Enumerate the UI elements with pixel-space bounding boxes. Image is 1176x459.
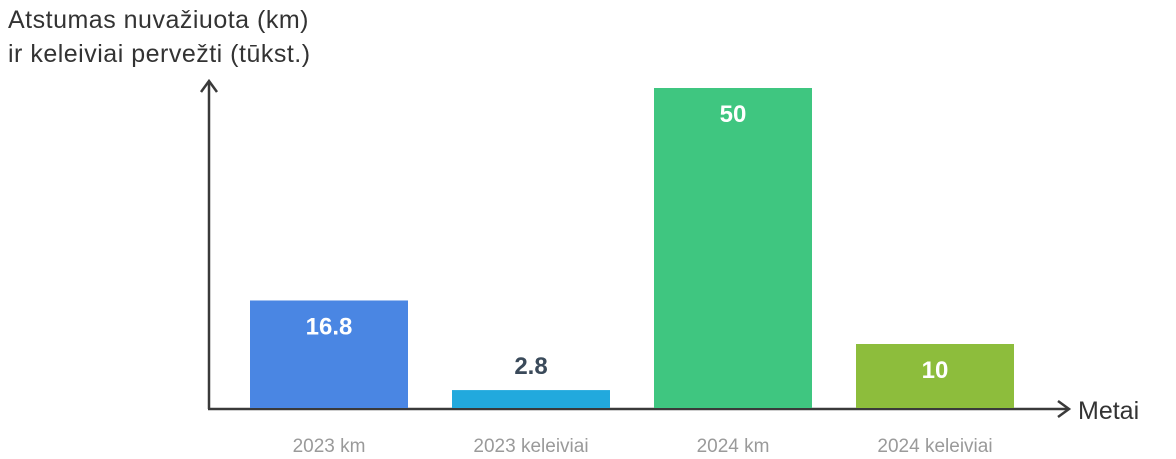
x-tick-label-2023-km: 2023 km [293, 436, 366, 457]
value-label-2023-km: 16.8 [306, 313, 353, 340]
bars [250, 88, 1014, 408]
value-label-2024-keleiviai: 10 [922, 357, 949, 384]
x-axis-arrow-icon [1057, 399, 1072, 419]
bar-2023-keleiviai [452, 390, 610, 408]
y-axis-arrow-icon [199, 78, 219, 93]
x-tick-label-2024-km: 2024 km [697, 436, 770, 457]
x-tick-label-2023-keleiviai: 2023 keleiviai [473, 436, 588, 457]
value-label-2024-km: 50 [720, 101, 747, 128]
x-axis [208, 399, 1072, 419]
y-axis [199, 78, 219, 409]
y-axis-label-line-1: Atstumas nuvažiuota (km) [8, 6, 309, 34]
y-axis-label-line-2: ir keleiviai pervežti (tūkst.) [8, 40, 311, 68]
bar-2023-km [250, 300, 408, 408]
bar-2024-km [654, 88, 812, 408]
value-label-2023-keleiviai: 2.8 [514, 353, 547, 380]
x-axis-label: Metai [1078, 397, 1139, 425]
value-labels: 16.8 2.8 50 10 [306, 101, 949, 384]
x-tick-labels: 2023 km 2023 keleiviai 2024 km 2024 keleivi… [293, 436, 993, 457]
bar-2024-keleiviai [856, 344, 1014, 408]
x-tick-label-2024-keleiviai: 2024 keleiviai [877, 436, 992, 457]
